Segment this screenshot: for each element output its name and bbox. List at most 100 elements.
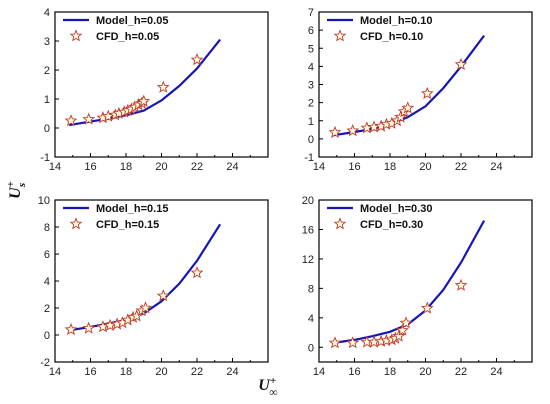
plot-frame: [54, 199, 269, 363]
y-tick-label: 1: [44, 94, 50, 106]
y-tick-label: 5: [308, 43, 314, 55]
y-tick-label: 4: [44, 7, 50, 19]
x-tick-label: 20: [419, 366, 431, 378]
plot-frame: [318, 11, 533, 158]
y-axis-label-main: U: [7, 186, 24, 199]
y-tick-label: -2: [40, 357, 50, 369]
cfd-point: [401, 101, 415, 114]
legend-label: CFD_h=0.15: [96, 219, 159, 231]
y-tick-label: -1: [304, 152, 314, 164]
y-tick-label: 12: [302, 254, 314, 266]
y-tick-label: 3: [44, 36, 50, 48]
cfd-point: [64, 114, 78, 127]
legend-star-swatch: [333, 217, 347, 230]
cfd-point: [328, 336, 342, 349]
y-tick-label: 6: [308, 25, 314, 37]
y-tick-label: 0: [44, 123, 50, 135]
cfd-point: [139, 301, 153, 314]
x-tick-label: 24: [226, 366, 238, 378]
x-tick-label: 20: [419, 161, 431, 173]
x-tick-label: 24: [490, 366, 502, 378]
x-tick-label: 18: [384, 366, 396, 378]
cfd-point: [392, 329, 406, 342]
legend-star-swatch: [69, 217, 83, 230]
y-tick-label: 4: [44, 276, 50, 288]
y-tick-label: 0: [308, 342, 314, 354]
y-tick-label: 2: [44, 303, 50, 315]
y-tick-label: 10: [38, 195, 50, 207]
y-tick-label: 2: [44, 65, 50, 77]
cfd-point: [346, 336, 360, 349]
legend-label: Model_h=0.15: [96, 203, 168, 215]
y-tick-label: 6: [44, 249, 50, 261]
x-tick-label: 16: [84, 366, 96, 378]
y-tick-label: 0: [44, 330, 50, 342]
x-tick-label: 24: [226, 161, 238, 173]
chart-panel: 14 16 18 20 22 24 -1 0 1 2 3 4 5 6 7 Model_h=0.10 CFD_h=…: [304, 7, 533, 173]
panels: 14 16 18 20 22 24-101234Model_h=0.05CFD_h=0.0…: [38, 7, 533, 378]
x-tick-label: 16: [84, 161, 96, 173]
cfd-point: [420, 301, 434, 314]
x-axis-label: U+ ∞: [258, 375, 277, 399]
y-tick-label: 8: [308, 283, 314, 295]
y-tick-label: 0: [308, 134, 314, 146]
chart-panel: 14 16 18 20 22 24-20246810Model_h=0.15CFD_h=0…: [38, 195, 269, 378]
x-tick-label: 16: [348, 161, 360, 173]
y-tick-label: 16: [302, 224, 314, 236]
y-tick-label: -1: [40, 152, 50, 164]
cfd-point: [156, 80, 170, 93]
legend-label: Model_h=0.10: [360, 15, 432, 27]
y-tick-label: 8: [44, 222, 50, 234]
chart-panel: 14 16 18 20 22 24 -1 0 1 2 3 4 Model_h=0.05 CFD_h=0.0…: [40, 7, 269, 173]
x-tick-label: 18: [120, 161, 132, 173]
plot-frame: [54, 11, 269, 158]
cfd-point: [190, 53, 204, 66]
y-axis-label-sup: +: [5, 181, 17, 187]
chart-panel: 14 16 18 20 22 24 0 4 8 12 16 20 Model_h=0.30 CFD_h=0…: [302, 195, 533, 378]
y-tick-label: 7: [308, 7, 314, 19]
legend-label: CFD_h=0.30: [360, 219, 423, 231]
x-tick-label: 22: [191, 161, 203, 173]
cfd-point: [137, 94, 151, 107]
cfd-point: [420, 86, 434, 99]
x-tick-label: 18: [120, 366, 132, 378]
model-line: [333, 34, 485, 137]
cfd-point: [156, 289, 170, 302]
cfd-point: [82, 321, 96, 334]
cfd-point: [346, 123, 360, 137]
cfd-point: [399, 316, 413, 329]
x-tick-label: 20: [155, 366, 167, 378]
legend-label: Model_h=0.30: [360, 203, 432, 215]
x-axis-label-sup: +: [270, 375, 276, 387]
cfd-point: [396, 323, 409, 336]
cfd-point: [82, 112, 96, 125]
legend-label: CFD_h=0.05: [96, 31, 159, 43]
x-tick-label: 22: [455, 366, 467, 378]
legend-star-swatch: [333, 29, 347, 42]
x-axis-label-main: U: [258, 377, 271, 394]
cfd-point: [64, 322, 78, 335]
cfd-point: [328, 125, 342, 139]
x-tick-label: 14: [49, 366, 61, 378]
cfd-point: [454, 278, 468, 291]
model-line: [69, 38, 221, 127]
legend-label: CFD_h=0.10: [360, 31, 423, 43]
x-axis-label-sub: ∞: [269, 385, 278, 399]
legend-label: Model_h=0.05: [96, 15, 168, 27]
y-tick-label: 1: [308, 116, 314, 128]
x-tick-label: 24: [490, 161, 502, 173]
cfd-point: [190, 266, 204, 279]
x-tick-label: 18: [384, 161, 396, 173]
x-tick-label: 22: [455, 161, 467, 173]
y-tick-label: 4: [308, 61, 314, 73]
x-tick-label: 16: [348, 366, 360, 378]
y-tick-label: 4: [308, 313, 314, 325]
y-tick-label: 20: [302, 195, 314, 207]
x-tick-label: 20: [155, 161, 167, 173]
y-tick-label: 3: [308, 80, 314, 92]
cfd-point: [454, 57, 468, 70]
y-tick-label: 2: [308, 98, 314, 110]
legend-star-swatch: [69, 29, 83, 42]
y-axis-label-sub: s: [16, 183, 28, 188]
x-tick-label: 14: [313, 366, 325, 378]
